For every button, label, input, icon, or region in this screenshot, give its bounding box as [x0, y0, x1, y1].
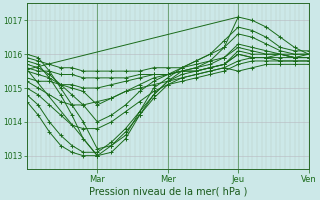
X-axis label: Pression niveau de la mer( hPa ): Pression niveau de la mer( hPa )	[89, 187, 247, 197]
